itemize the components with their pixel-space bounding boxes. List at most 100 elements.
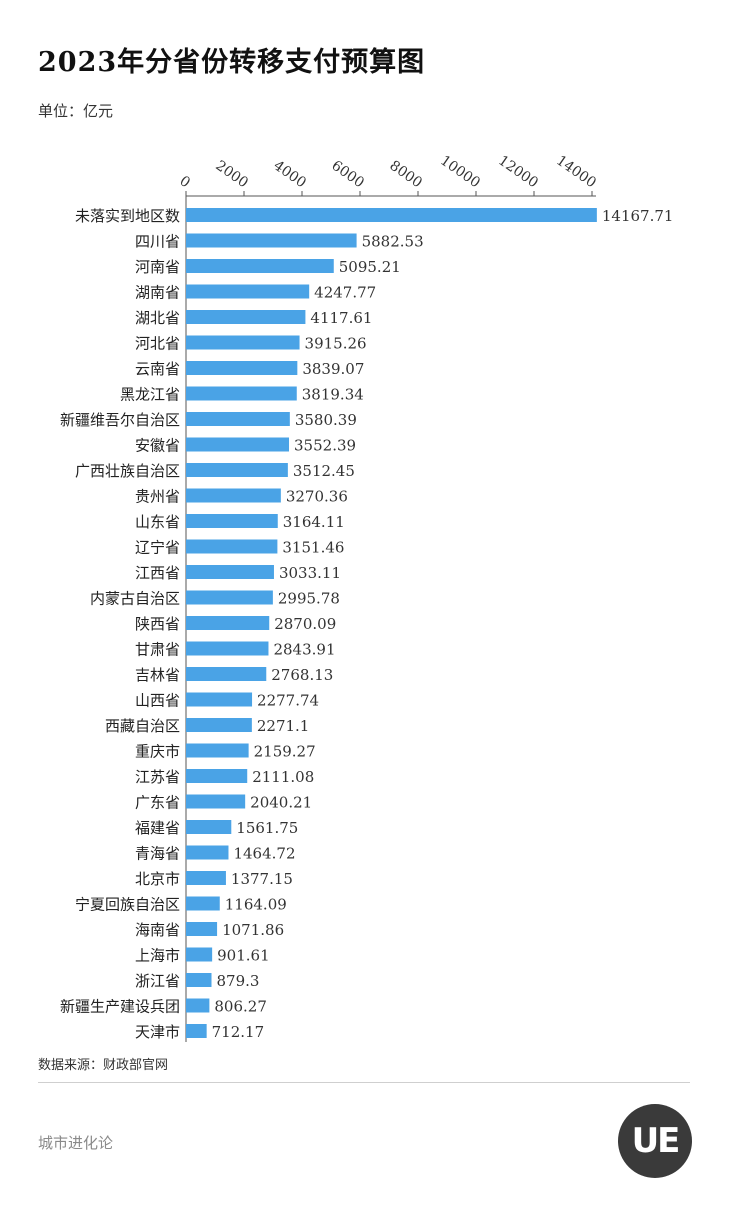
bar — [186, 310, 306, 324]
bar — [186, 488, 281, 503]
bar — [186, 259, 334, 273]
value-label: 3033.11 — [279, 564, 341, 582]
value-label: 3580.39 — [295, 411, 357, 429]
value-label: 2843.91 — [273, 641, 335, 659]
value-label: 901.61 — [217, 947, 269, 965]
value-label: 3164.11 — [283, 513, 345, 531]
bar — [186, 743, 249, 758]
category-label: 广东省 — [135, 794, 180, 812]
value-label: 4117.61 — [310, 309, 372, 327]
category-label: 甘肃省 — [135, 641, 180, 659]
x-tick-label: 8000 — [387, 158, 425, 192]
category-label: 上海市 — [135, 947, 180, 965]
value-label: 2995.78 — [278, 590, 340, 608]
category-label: 西藏自治区 — [105, 717, 180, 735]
x-tick-label: 10000 — [437, 153, 483, 192]
bar — [186, 412, 290, 426]
value-label: 2277.74 — [257, 692, 319, 710]
divider — [38, 1082, 690, 1083]
value-label: 3512.45 — [293, 462, 355, 480]
value-label: 1377.15 — [231, 870, 293, 888]
value-label: 1071.86 — [222, 921, 284, 939]
value-label: 5882.53 — [362, 233, 424, 251]
value-label: 3915.26 — [305, 335, 367, 353]
value-label: 1464.72 — [233, 845, 295, 863]
category-label: 江西省 — [135, 564, 180, 582]
category-label: 四川省 — [135, 233, 180, 251]
category-label: 新疆维吾尔自治区 — [60, 411, 180, 429]
bar — [186, 718, 252, 732]
bar — [186, 692, 253, 707]
value-label: 806.27 — [214, 998, 267, 1016]
bar — [186, 335, 300, 350]
brand-name: 城市进化论 — [38, 1134, 114, 1152]
x-tick-label: 4000 — [271, 158, 309, 192]
x-tick-label: 6000 — [329, 158, 367, 192]
bar — [186, 514, 278, 528]
category-label: 黑龙江省 — [120, 386, 180, 404]
value-label: 2271.1 — [257, 717, 310, 735]
bar — [186, 386, 297, 401]
bar — [186, 590, 273, 605]
brand-logo: UE — [618, 1104, 692, 1178]
bar — [186, 845, 229, 860]
chart-title: 2023年分省份转移支付预算图 — [38, 47, 426, 78]
value-label: 2870.09 — [274, 615, 336, 633]
category-label: 内蒙古自治区 — [90, 590, 180, 608]
bar — [186, 667, 267, 681]
category-label: 新疆生产建设兵团 — [60, 998, 180, 1016]
category-label: 云南省 — [135, 360, 180, 378]
category-label: 未落实到地区数 — [75, 207, 180, 225]
category-label: 江苏省 — [135, 768, 180, 786]
bar — [186, 284, 310, 299]
value-label: 2768.13 — [271, 666, 333, 684]
value-label: 2159.27 — [254, 743, 316, 761]
value-label: 3819.34 — [302, 386, 364, 404]
category-label: 重庆市 — [135, 743, 180, 761]
bar — [186, 896, 220, 911]
category-label: 宁夏回族自治区 — [75, 896, 180, 914]
category-label: 青海省 — [135, 845, 180, 863]
value-label: 14167.71 — [602, 207, 674, 225]
bar — [186, 947, 213, 962]
category-label: 山西省 — [135, 692, 180, 710]
value-label: 2111.08 — [252, 768, 314, 786]
category-label: 天津市 — [135, 1023, 180, 1041]
category-label: 山东省 — [135, 513, 180, 531]
value-label: 1561.75 — [236, 819, 298, 837]
category-label: 辽宁省 — [135, 539, 180, 557]
value-label: 4247.77 — [314, 284, 376, 302]
bar — [186, 973, 212, 987]
x-tick-label: 14000 — [553, 153, 599, 192]
bar — [186, 1024, 207, 1038]
bar — [186, 463, 288, 477]
value-label: 3552.39 — [294, 437, 356, 455]
x-tick-label: 2000 — [213, 158, 251, 192]
category-label: 海南省 — [135, 921, 180, 939]
bar — [186, 871, 226, 885]
category-label: 河北省 — [135, 335, 180, 353]
category-label: 陕西省 — [135, 615, 180, 633]
category-label: 浙江省 — [135, 972, 180, 990]
bar — [186, 998, 210, 1013]
unit-label: 单位：亿元 — [38, 102, 114, 120]
value-label: 2040.21 — [250, 794, 312, 812]
bar — [186, 820, 232, 834]
category-label: 湖南省 — [135, 284, 180, 302]
category-label: 广西壮族自治区 — [75, 462, 180, 480]
value-label: 879.3 — [216, 972, 259, 990]
bar — [186, 233, 357, 248]
x-tick-label: 12000 — [495, 153, 541, 192]
value-label: 1164.09 — [225, 896, 287, 914]
value-label: 3270.36 — [286, 488, 348, 506]
value-label: 5095.21 — [339, 258, 401, 276]
category-label: 安徽省 — [135, 437, 180, 455]
bar — [186, 565, 274, 579]
bar — [186, 208, 597, 222]
data-source: 数据来源：财政部官网 — [38, 1058, 169, 1073]
value-label: 712.17 — [212, 1023, 265, 1041]
bar — [186, 437, 290, 452]
category-label: 吉林省 — [135, 666, 180, 684]
value-label: 3839.07 — [302, 360, 364, 378]
bar — [186, 794, 246, 809]
